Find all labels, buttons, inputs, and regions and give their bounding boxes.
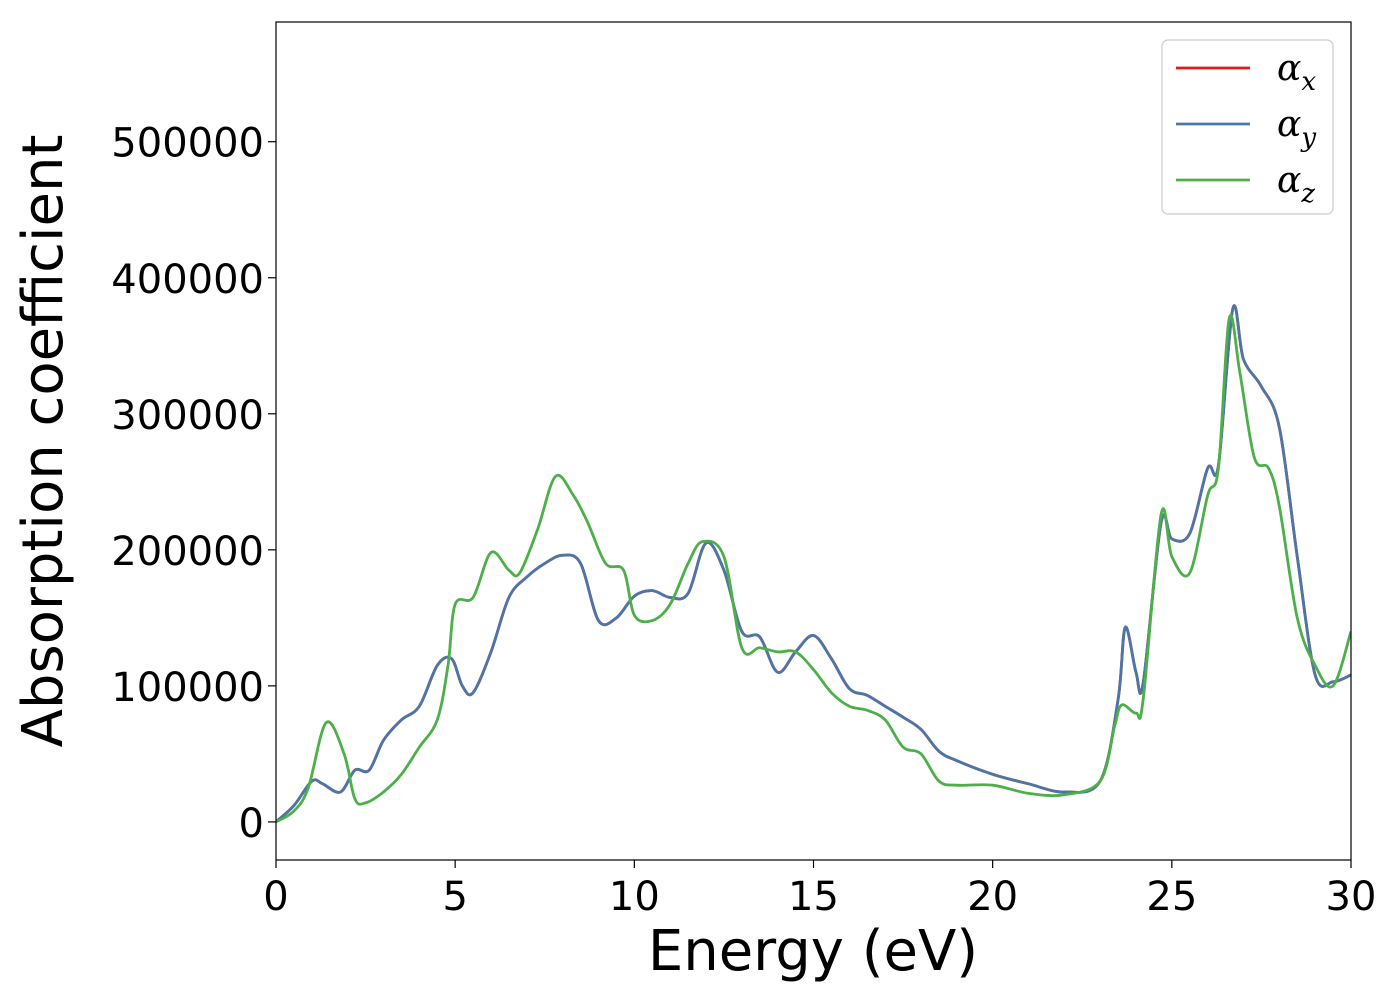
y-tick-label: 300000 bbox=[111, 393, 264, 439]
legend-label-z: αz bbox=[1277, 160, 1315, 209]
series-z-line bbox=[276, 314, 1351, 824]
x-axis-ticks: 0 5 10 15 20 25 30 bbox=[263, 860, 1376, 920]
y-tick-label: 200000 bbox=[111, 529, 264, 575]
y-tick-label: 100000 bbox=[111, 665, 264, 711]
y-tick-label: 0 bbox=[239, 801, 264, 847]
x-tick-label: 10 bbox=[609, 874, 660, 920]
series-y-line bbox=[276, 304, 1351, 823]
y-axis-label: Absorption coefficient bbox=[11, 135, 76, 748]
y-axis-ticks: 0 100000 200000 300000 400000 500000 bbox=[111, 121, 276, 847]
legend-label-y: αy bbox=[1277, 104, 1316, 153]
x-tick-label: 25 bbox=[1146, 874, 1197, 920]
x-tick-label: 5 bbox=[442, 874, 467, 920]
x-tick-label: 30 bbox=[1326, 874, 1377, 920]
legend-box bbox=[1161, 39, 1334, 215]
legend-label-x: αx bbox=[1277, 48, 1316, 97]
y-tick-label: 500000 bbox=[111, 121, 264, 167]
x-tick-label: 15 bbox=[788, 874, 839, 920]
y-tick-label: 400000 bbox=[111, 257, 264, 303]
x-tick-label: 20 bbox=[967, 874, 1018, 920]
x-axis-label: Energy (eV) bbox=[648, 919, 978, 984]
plot-lines bbox=[276, 304, 1351, 824]
x-tick-label: 0 bbox=[263, 874, 288, 920]
legend: αx αy αz bbox=[1161, 39, 1334, 215]
